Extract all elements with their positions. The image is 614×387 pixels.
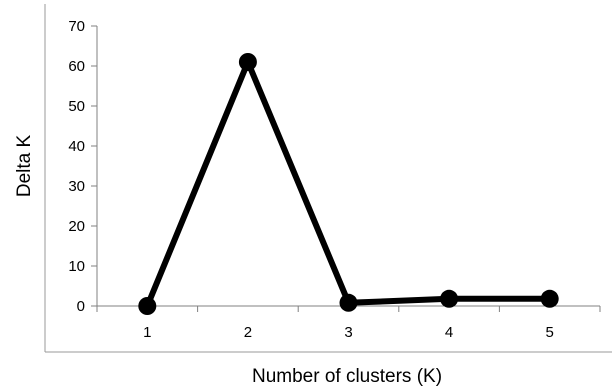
series-layer (138, 53, 559, 315)
data-point (138, 297, 157, 315)
y-tick-label: 70 (68, 18, 85, 35)
data-point (339, 293, 358, 312)
data-point (440, 289, 459, 308)
x-tick-label: 3 (344, 324, 352, 341)
data-point (238, 53, 257, 71)
y-axis-title: Delta K (14, 135, 35, 198)
y-tick-label: 10 (68, 258, 85, 275)
x-axis-title: Number of clusters (K) (252, 366, 442, 387)
y-axis-ticks: 0 10 20 30 40 50 60 70 (68, 18, 97, 315)
y-tick-label: 20 (68, 218, 85, 235)
x-tick-label: 5 (546, 324, 554, 341)
data-point (540, 289, 559, 308)
y-tick-label: 30 (68, 178, 85, 195)
y-tick-label: 0 (77, 298, 85, 315)
x-axis-ticks: 1 2 3 4 5 (96, 306, 601, 341)
x-tick-label: 4 (445, 324, 453, 341)
x-tick-label: 2 (244, 324, 252, 341)
y-tick-label: 40 (68, 138, 85, 155)
x-tick-label: 1 (143, 324, 151, 341)
y-tick-label: 50 (68, 98, 85, 115)
y-tick-label: 60 (68, 58, 85, 75)
